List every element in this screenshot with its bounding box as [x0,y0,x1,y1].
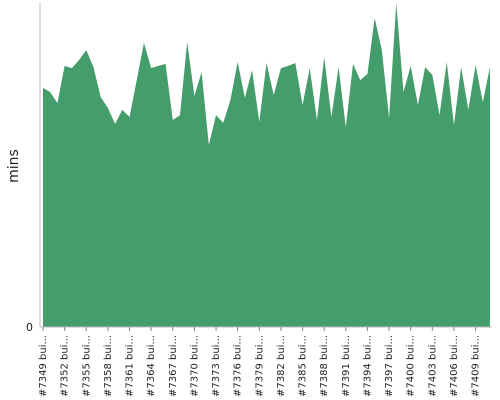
y-axis-label: mins [6,149,22,183]
x-tick-label: #7352 bui... [60,335,71,397]
x-tick-label: #7382 bui... [276,335,287,397]
x-tick-label: #7379 bui... [254,335,265,397]
x-tick-label: #7391 bui... [341,335,352,397]
x-tick-label: #7373 bui... [211,335,222,397]
x-tick-label: #7394 bui... [362,335,373,397]
x-tick-label: #7358 bui... [103,335,114,397]
x-tick-label: #7388 bui... [319,335,330,397]
x-tick-label: #7349 bui... [38,335,49,397]
y-tick-label: 0 [26,321,33,334]
x-tick-label: #7406 bui... [449,335,460,397]
x-tick-label: #7370 bui... [189,335,200,397]
area [43,3,490,327]
x-tick-label: #7364 bui... [146,335,157,397]
x-tick-label: #7409 bui... [471,335,482,397]
x-tick-label: #7397 bui... [384,335,395,397]
x-tick-label: #7367 bui... [168,335,179,397]
x-tick-label: #7403 bui... [427,335,438,397]
x-tick-label: #7385 bui... [298,335,309,397]
x-tick-label: #7355 bui... [81,335,92,397]
x-tick-label: #7400 bui... [406,335,417,397]
x-tick-label: #7361 bui... [125,335,136,397]
x-tick-label: #7376 bui... [233,335,244,397]
